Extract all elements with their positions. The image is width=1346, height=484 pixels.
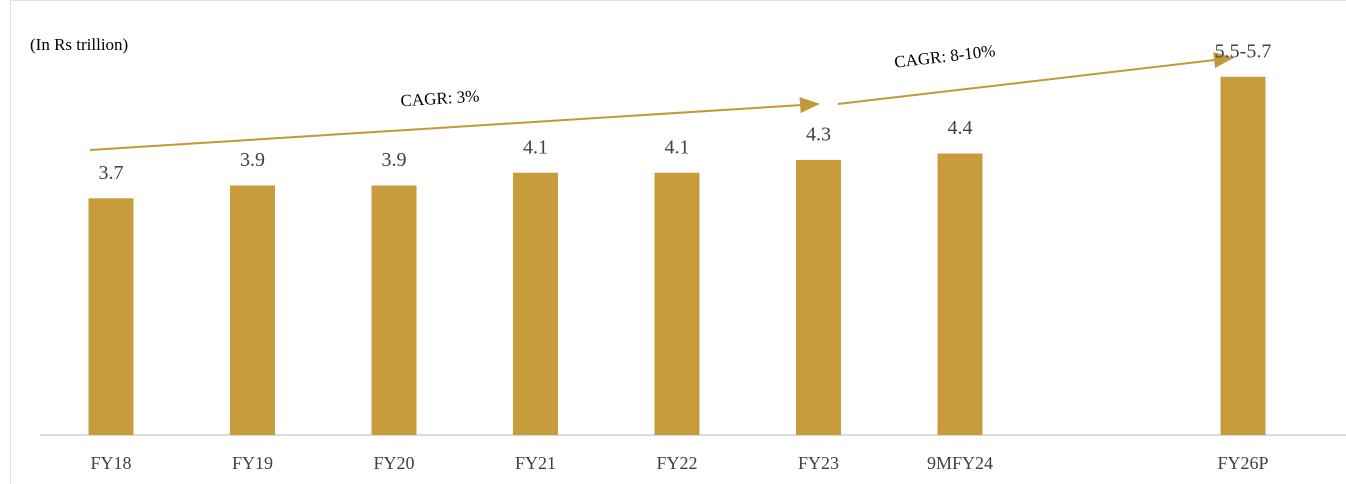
cagr-label: CAGR: 8-10% <box>893 41 996 72</box>
x-tick-label: FY23 <box>798 453 839 473</box>
cagr-arrow <box>89 97 820 151</box>
bar <box>654 172 700 435</box>
unit-label: (In Rs trillion) <box>30 35 128 54</box>
bar <box>230 185 275 435</box>
cagr-label: CAGR: 3% <box>400 86 480 110</box>
value-label: 4.1 <box>665 136 690 158</box>
bar <box>513 172 558 435</box>
x-tick-label: FY20 <box>373 453 414 473</box>
bar <box>796 159 841 436</box>
value-label: 4.3 <box>806 124 831 146</box>
x-tick-label: FY19 <box>232 453 273 473</box>
x-tick-label: FY21 <box>515 453 556 473</box>
bar <box>371 185 417 435</box>
x-tick-label: FY22 <box>656 453 697 473</box>
frame <box>10 0 1346 484</box>
bar <box>88 198 134 435</box>
x-tick-label: 9MFY24 <box>927 453 993 473</box>
cagr-arrow <box>837 52 1234 105</box>
bar <box>937 153 983 435</box>
value-label: 3.9 <box>382 149 407 171</box>
x-tick-label: FY26P <box>1217 453 1268 473</box>
x-tick-label: FY18 <box>90 453 131 473</box>
value-label: 4.1 <box>523 136 548 158</box>
bar <box>1220 76 1266 435</box>
value-label: 3.9 <box>240 149 265 171</box>
value-label: 5.5-5.7 <box>1215 40 1272 62</box>
value-label: 4.4 <box>948 117 973 139</box>
value-label: 3.7 <box>99 162 124 184</box>
